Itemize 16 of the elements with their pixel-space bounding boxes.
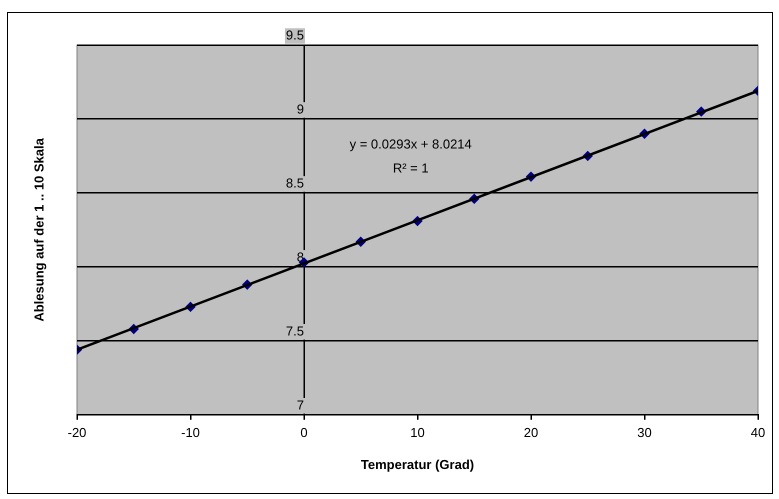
x-tick-label: -20 bbox=[68, 425, 86, 440]
x-tick-label: 20 bbox=[524, 425, 538, 440]
y-tick-label: 7.5 bbox=[286, 323, 304, 338]
y-tick-label: 9.5 bbox=[286, 28, 304, 43]
x-tick-label: -10 bbox=[181, 425, 200, 440]
y-axis-title: Ablesung auf der 1 .. 10 Skala bbox=[32, 137, 47, 322]
x-axis-title: Temperatur (Grad) bbox=[360, 456, 474, 472]
x-tick-label: 30 bbox=[637, 425, 652, 440]
y-tick-label: 9 bbox=[296, 102, 304, 117]
x-tick-label: 10 bbox=[410, 425, 425, 440]
annotation: y = 0.0293x + 8.0214 bbox=[350, 136, 472, 152]
x-tick-label: 0 bbox=[300, 425, 308, 440]
x-tick-label: 40 bbox=[750, 425, 766, 440]
annotation: R² = 1 bbox=[392, 160, 429, 176]
y-tick-label: 7 bbox=[296, 397, 304, 412]
y-tick-label: 8.5 bbox=[286, 176, 304, 190]
